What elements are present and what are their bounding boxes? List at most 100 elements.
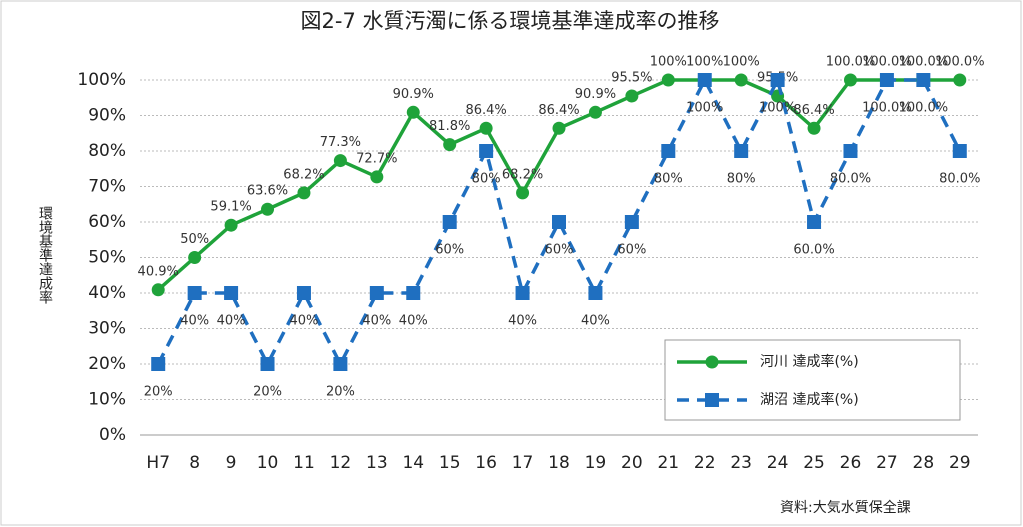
x-tick-label: H7 [146, 453, 170, 473]
x-tick-label: 8 [189, 453, 200, 473]
marker [807, 121, 821, 135]
marker [479, 144, 494, 158]
x-tick-label: 21 [657, 453, 679, 473]
marker [588, 286, 603, 300]
x-tick-label: 12 [330, 453, 352, 473]
data-label: 100.0% [935, 55, 985, 70]
marker [151, 357, 166, 371]
data-label: 100% [723, 55, 760, 70]
marker [188, 251, 202, 264]
x-tick-label: 19 [585, 453, 607, 473]
x-tick-label: 13 [366, 453, 388, 473]
data-label: 40.9% [138, 264, 179, 279]
x-tick-label: 28 [913, 453, 935, 473]
x-tick-label: 17 [512, 453, 534, 473]
marker [442, 215, 457, 229]
y-tick-label: 70% [88, 177, 126, 197]
marker [479, 121, 493, 135]
data-label: 20% [253, 385, 282, 400]
y-tick-label: 40% [88, 283, 126, 303]
data-label: 80.0% [830, 172, 871, 187]
x-tick-label: 27 [876, 453, 898, 473]
y-tick-label: 60% [88, 212, 126, 232]
x-tick-label: 15 [439, 453, 461, 473]
marker [333, 154, 347, 168]
data-label: 40% [399, 314, 428, 329]
y-tick-label: 100% [77, 70, 126, 90]
marker [333, 357, 348, 371]
marker [879, 73, 894, 87]
data-label: 81.8% [429, 119, 470, 134]
legend-box [664, 339, 961, 421]
data-label: 86.4% [538, 103, 579, 118]
data-label: 40% [581, 314, 610, 329]
marker [296, 286, 311, 300]
marker [625, 89, 639, 103]
y-tick-label: 50% [88, 248, 126, 268]
data-label: 90.9% [393, 87, 434, 102]
x-tick-label: 23 [730, 453, 752, 473]
data-label: 68.2% [283, 167, 324, 182]
x-tick-label: 22 [694, 453, 716, 473]
marker [297, 186, 311, 200]
marker [624, 215, 639, 229]
marker [770, 73, 785, 87]
source: 資料:大気水質保全課 [780, 499, 911, 516]
x-tick-label: 29 [949, 453, 971, 473]
marker [953, 73, 967, 87]
x-tick-label: 16 [475, 453, 497, 473]
x-tick-label: 10 [257, 453, 279, 473]
chart-title: 図2-7 水質汚濁に係る環境基準達成率の推移 [301, 9, 720, 33]
data-label: 95.5% [611, 70, 652, 85]
y-axis-label: 環境基準達成率 [37, 206, 53, 304]
marker [515, 286, 530, 300]
marker [952, 144, 967, 158]
data-label: 80% [727, 172, 756, 187]
marker [187, 286, 202, 300]
marker [916, 73, 931, 87]
data-label: 50% [180, 232, 209, 247]
marker [369, 286, 384, 300]
data-label: 100% [686, 55, 723, 70]
marker [807, 215, 822, 229]
data-label: 100.0% [899, 101, 949, 116]
marker [406, 286, 421, 300]
data-label: 100.0% [826, 55, 876, 70]
x-tick-label: 24 [767, 453, 789, 473]
y-tick-label: 20% [88, 354, 126, 374]
data-label: 72.7% [356, 151, 397, 166]
marker [843, 73, 857, 87]
x-tick-label: 20 [621, 453, 643, 473]
marker [516, 186, 530, 200]
legend-label: 河川 達成率(%) [760, 353, 859, 370]
data-label: 100% [686, 101, 723, 116]
data-label: 80% [472, 172, 501, 187]
data-label: 40% [217, 314, 246, 329]
data-label: 60.0% [793, 243, 834, 258]
marker [661, 144, 676, 158]
x-tick-label: 25 [803, 453, 825, 473]
data-label: 86.4% [465, 103, 506, 118]
data-label: 60% [617, 243, 646, 258]
data-label: 40% [180, 314, 209, 329]
data-label: 100.0% [862, 101, 912, 116]
data-label: 77.3% [320, 135, 361, 150]
data-label: 59.1% [210, 200, 251, 215]
data-label: 80% [654, 172, 683, 187]
data-label: 40% [290, 314, 319, 329]
marker [734, 73, 748, 87]
x-tick-label: 9 [226, 453, 237, 473]
data-label: 80.0% [939, 172, 980, 187]
marker [370, 170, 384, 184]
marker [552, 121, 566, 135]
y-tick-label: 30% [88, 319, 126, 339]
marker [224, 286, 239, 300]
marker [261, 202, 275, 216]
marker [224, 218, 238, 232]
data-label: 100% [759, 101, 796, 116]
data-label: 86.4% [793, 103, 834, 118]
marker [406, 105, 420, 119]
data-label: 40% [508, 314, 537, 329]
data-label: 63.6% [247, 184, 288, 199]
